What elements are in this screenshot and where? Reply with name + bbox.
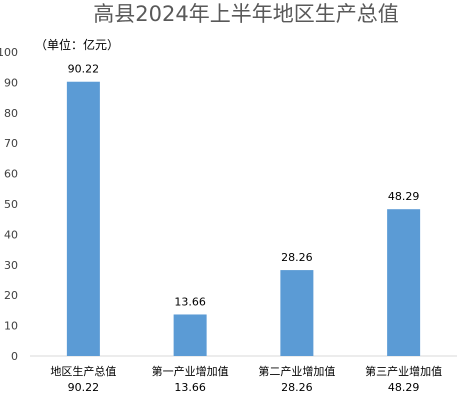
y-tick-label: 0 [11, 350, 18, 363]
category-labels: 地区生产总值 90.22 第一产业增加值 13.66 第二产业增加值 28.26 第三产业增… [50, 364, 442, 394]
bar [387, 209, 421, 356]
category-label: 第一产业增加值 [152, 364, 229, 378]
data-labels: 90.22 13.66 28.26 48.29 [68, 63, 420, 309]
y-tick-label: 40 [4, 228, 18, 241]
y-tick-label: 60 [4, 168, 18, 181]
bar [280, 270, 314, 356]
y-tick-label: 50 [4, 198, 18, 211]
y-tick-label: 100 [0, 46, 18, 59]
y-tick-label: 80 [4, 107, 18, 120]
data-label: 48.29 [388, 190, 420, 203]
y-tick-label: 30 [4, 259, 18, 272]
y-tick-label: 20 [4, 289, 18, 302]
y-tick-label: 10 [4, 320, 18, 333]
y-axis-ticks: 0 10 20 30 40 50 60 70 80 90 100 [0, 46, 18, 363]
chart-title: 高县2024年上半年地区生产总值 [93, 2, 398, 26]
bars [66, 81, 421, 356]
category-label: 第三产业增加值 [365, 364, 442, 378]
category-value-label: 90.22 [68, 381, 100, 394]
category-value-label: 13.66 [174, 381, 206, 394]
category-value-label: 48.29 [388, 381, 420, 394]
unit-label: （单位：亿元） [35, 37, 119, 52]
data-label: 90.22 [68, 63, 100, 76]
y-tick-label: 90 [4, 76, 18, 89]
category-label: 第二产业增加值 [258, 364, 335, 378]
data-label: 28.26 [281, 251, 313, 264]
bar [66, 81, 100, 356]
category-label: 地区生产总值 [50, 364, 116, 378]
data-label: 13.66 [174, 295, 206, 308]
bar [173, 314, 207, 356]
y-tick-label: 70 [4, 137, 18, 150]
category-value-label: 28.26 [281, 381, 313, 394]
